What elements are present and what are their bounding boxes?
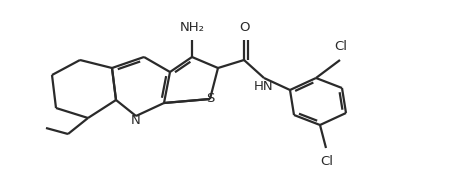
Text: S: S: [206, 92, 214, 106]
Text: NH₂: NH₂: [180, 21, 204, 34]
Text: O: O: [239, 21, 249, 34]
Text: N: N: [131, 113, 141, 126]
Text: Cl: Cl: [334, 40, 348, 53]
Text: HN: HN: [254, 79, 274, 92]
Text: Cl: Cl: [320, 155, 334, 168]
